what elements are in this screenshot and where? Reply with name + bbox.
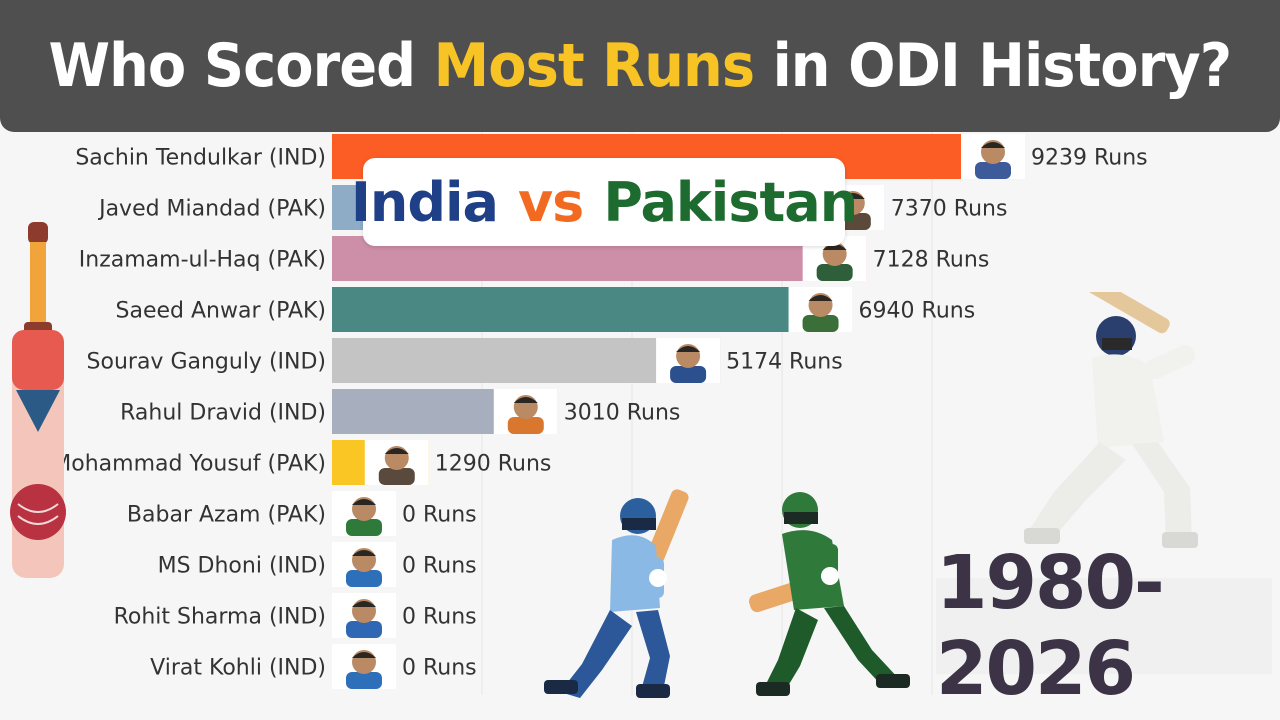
category-label: Saeed Anwar (PAK) bbox=[116, 299, 326, 324]
category-label: Inzamam-ul-Haq (PAK) bbox=[79, 248, 326, 273]
vs-label: vs bbox=[517, 170, 584, 234]
player-avatar bbox=[332, 593, 396, 638]
category-label: Sourav Ganguly (IND) bbox=[87, 350, 326, 375]
value-label: 0 Runs bbox=[402, 656, 477, 681]
category-label: Babar Azam (PAK) bbox=[127, 503, 326, 528]
value-label: 0 Runs bbox=[402, 503, 477, 528]
category-label: Mohammad Yousuf (PAK) bbox=[52, 452, 326, 477]
title-part-1: Who Scored bbox=[48, 31, 434, 101]
period-label: 1980-2026 bbox=[936, 540, 1272, 712]
player-avatar bbox=[961, 134, 1025, 179]
bar bbox=[332, 338, 721, 383]
player-avatar bbox=[656, 338, 721, 383]
player-avatar bbox=[332, 644, 396, 689]
category-label: MS Dhoni (IND) bbox=[158, 554, 326, 579]
bar bbox=[332, 287, 853, 332]
value-label: 3010 Runs bbox=[564, 401, 681, 426]
title-part-2: in ODI History? bbox=[754, 31, 1233, 101]
matchup-badge: India vs Pakistan bbox=[351, 158, 858, 246]
value-label: 0 Runs bbox=[402, 554, 477, 579]
batsman-photo-icon bbox=[1024, 292, 1198, 548]
category-label: Javed Miandad (PAK) bbox=[97, 197, 326, 222]
value-label: 5174 Runs bbox=[726, 350, 843, 375]
player-avatar bbox=[788, 287, 853, 332]
value-label: 0 Runs bbox=[402, 605, 477, 630]
value-label: 1290 Runs bbox=[435, 452, 552, 477]
value-label: 6940 Runs bbox=[859, 299, 976, 324]
value-label: 7370 Runs bbox=[891, 197, 1008, 222]
pakistan-batsman-icon bbox=[748, 492, 910, 696]
page-title: Who Scored Most Runs in ODI History? bbox=[48, 31, 1233, 101]
team-india-label: India bbox=[350, 170, 499, 234]
india-batsman-icon bbox=[544, 489, 689, 698]
title-banner: Who Scored Most Runs in ODI History? bbox=[0, 0, 1280, 132]
player-avatar bbox=[332, 491, 396, 536]
player-avatar bbox=[493, 389, 558, 434]
player-avatar bbox=[364, 440, 429, 485]
team-pakistan-label: Pakistan bbox=[603, 170, 858, 234]
category-label: Sachin Tendulkar (IND) bbox=[75, 146, 326, 171]
value-label: 9239 Runs bbox=[1031, 146, 1148, 171]
category-label: Rahul Dravid (IND) bbox=[120, 401, 326, 426]
value-label: 7128 Runs bbox=[873, 248, 990, 273]
cricket-bat-icon bbox=[10, 222, 66, 578]
category-label: Rohit Sharma (IND) bbox=[114, 605, 326, 630]
player-avatar bbox=[332, 542, 396, 587]
category-label: Virat Kohli (IND) bbox=[150, 656, 326, 681]
title-highlight: Most Runs bbox=[433, 31, 755, 101]
